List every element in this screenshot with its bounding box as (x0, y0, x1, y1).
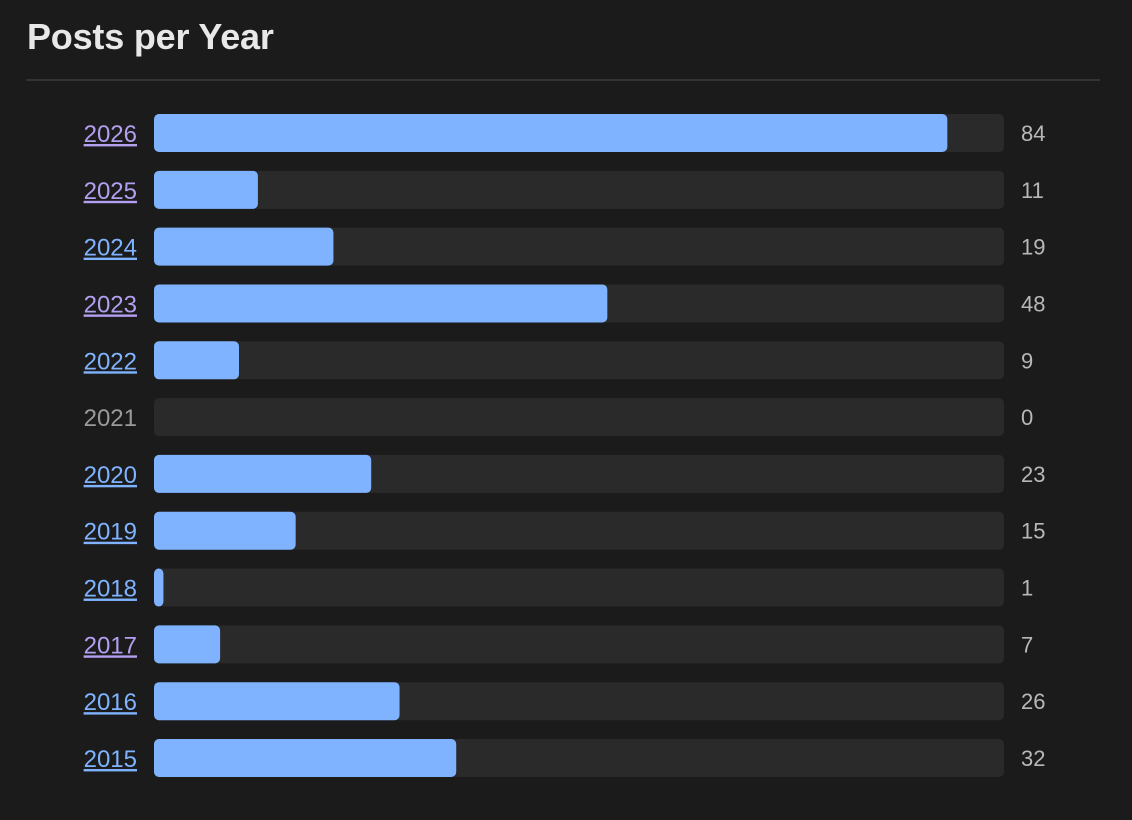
bar-track (154, 511, 1004, 550)
year-link[interactable]: 2026 (84, 121, 137, 148)
year-row: 2025 11 (84, 170, 1044, 209)
bar (154, 341, 239, 380)
year-link[interactable]: 2018 (84, 576, 137, 603)
bar (154, 227, 334, 266)
year-row: 2019 15 (84, 511, 1045, 550)
count-label: 9 (1021, 348, 1033, 373)
count-label: 32 (1021, 746, 1045, 771)
year-link[interactable]: 2017 (84, 632, 137, 659)
count-label: 0 (1021, 405, 1033, 430)
bar-track (154, 568, 1004, 607)
count-label: 11 (1021, 178, 1044, 203)
year-link[interactable]: 2024 (84, 235, 137, 262)
count-label: 26 (1021, 689, 1045, 714)
bar (154, 114, 948, 152)
year-link[interactable]: 2023 (84, 291, 137, 318)
count-label: 1 (1021, 576, 1033, 601)
year-row: 2026 84 (84, 114, 1045, 152)
bar-track (154, 398, 1004, 437)
year-link[interactable]: 2015 (84, 746, 137, 773)
count-label: 7 (1021, 632, 1033, 657)
year-row: 2016 26 (84, 682, 1045, 721)
bar (154, 625, 221, 664)
bar (154, 170, 258, 209)
year-row: 2022 9 (84, 341, 1033, 380)
year-link[interactable]: 2019 (84, 519, 137, 546)
count-label: 23 (1021, 462, 1045, 487)
year-label: 2021 (84, 405, 137, 432)
bar (154, 682, 400, 721)
year-link[interactable]: 2020 (84, 462, 137, 489)
year-row: 2015 32 (84, 739, 1045, 778)
bar (154, 284, 608, 323)
year-row: 2020 23 (84, 454, 1045, 493)
bar-track (154, 227, 1004, 266)
year-link[interactable]: 2025 (84, 178, 137, 205)
year-link[interactable]: 2022 (84, 348, 137, 375)
year-row: 2017 7 (84, 625, 1033, 664)
count-label: 15 (1021, 519, 1045, 544)
count-label: 19 (1021, 235, 1045, 260)
year-link[interactable]: 2016 (84, 689, 137, 716)
bar-track (154, 170, 1004, 209)
year-row: 2024 19 (84, 227, 1045, 266)
bar-track (154, 625, 1004, 664)
page-title: Posts per Year (27, 16, 274, 57)
year-row: 2018 1 (84, 568, 1033, 607)
year-row: 2021 0 (84, 398, 1033, 437)
bar-track (154, 341, 1004, 380)
bar (154, 739, 457, 778)
bar (154, 511, 296, 550)
title-divider (26, 79, 1100, 81)
year-row: 2023 48 (84, 284, 1045, 323)
bar (154, 568, 164, 607)
bar (154, 454, 372, 493)
count-label: 48 (1021, 291, 1045, 316)
count-label: 84 (1021, 121, 1045, 146)
